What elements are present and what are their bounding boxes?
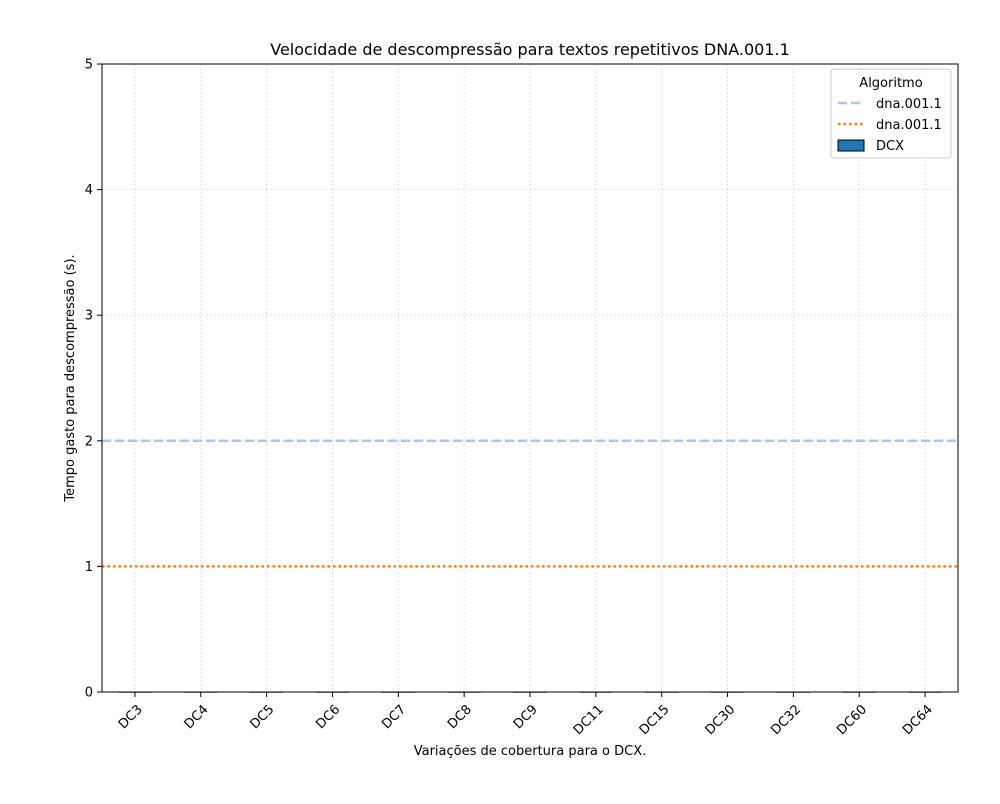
y-tick-label: 0 [85, 686, 93, 701]
legend-box [830, 68, 952, 159]
legend: Algoritmo dna.001.1 dna.001.1 DCX [830, 68, 952, 159]
x-tick-label: DC7 [379, 702, 409, 732]
x-axis-ticks: DC3 DC4 DC5 DC6 DC7 DC8 DC9 DC11 DC15 DC30 DC32 DC6… [116, 692, 936, 738]
plot-frame [101, 63, 959, 693]
y-axis-label: Tempo gasto para descompressão (s). [63, 254, 78, 502]
legend-title: Algoritmo [859, 76, 922, 91]
x-tick-label: DC60 [834, 702, 870, 738]
y-tick-label: 4 [85, 183, 93, 198]
legend-label-dashed: dna.001.1 [876, 97, 942, 112]
y-tick-label: 2 [85, 434, 93, 449]
x-axis-label: Variações de cobertura para o DCX. [414, 744, 647, 759]
legend-label-bar: DCX [876, 139, 904, 154]
x-tick-label: DC5 [247, 702, 277, 732]
y-axis-ticks: 0 1 2 3 4 5 [85, 58, 102, 701]
x-tick-label: DC6 [313, 702, 343, 732]
legend-swatch-bar [837, 139, 865, 152]
x-tick-label: DC30 [703, 702, 739, 738]
x-tick-label: DC64 [900, 702, 936, 738]
y-tick-label: 1 [85, 560, 93, 575]
y-tick-label: 5 [85, 58, 93, 73]
x-tick-label: DC15 [637, 702, 673, 738]
x-tick-label: DC32 [768, 702, 804, 738]
legend-label-dotted: dna.001.1 [876, 118, 942, 133]
x-tick-label: DC11 [571, 702, 607, 738]
chart-title: Velocidade de descompressão para textos … [270, 40, 790, 59]
reference-lines [102, 439, 958, 568]
grid-layer [102, 63, 958, 693]
x-tick-label: DC3 [116, 702, 146, 732]
y-tick-label: 3 [85, 309, 93, 324]
x-tick-label: DC8 [445, 702, 475, 732]
x-tick-label: DC4 [182, 702, 212, 732]
x-tick-label: DC9 [511, 702, 541, 732]
